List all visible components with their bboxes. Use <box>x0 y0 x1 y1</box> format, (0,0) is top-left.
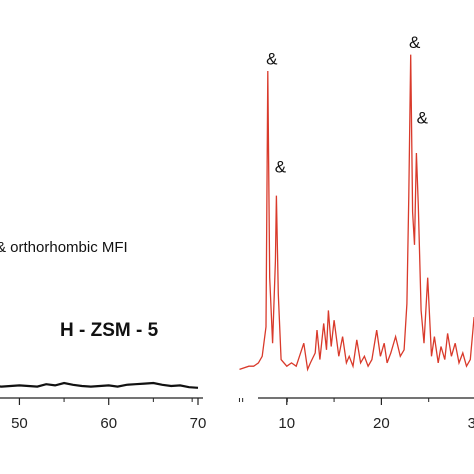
left-ticks: 50 60 70 <box>11 398 288 432</box>
right-tick-label-20: 20 <box>373 415 390 432</box>
peak-marker-2: & <box>275 158 287 177</box>
right-series-line <box>239 54 474 372</box>
right-ticks: 10 20 30 <box>191 398 474 432</box>
left-tick-label-70: 70 <box>190 415 207 432</box>
peak-marker-4: & <box>417 108 429 127</box>
left-tick-label-60: 60 <box>100 415 117 432</box>
left-series-line <box>0 381 199 389</box>
sample-label: H - ZSM - 5 <box>60 320 159 341</box>
peak-marker-3: & <box>409 33 421 52</box>
left-panel: 50 60 70 H - ZSM - 5 <box>0 320 288 432</box>
right-panel: 10 20 30 & & & & <box>191 33 474 432</box>
left-tick-label-50: 50 <box>11 415 28 432</box>
legend-text: & orthorhombic MFI <box>0 239 128 256</box>
peak-marker-1: & <box>266 49 278 68</box>
peak-markers: & & & & <box>266 33 428 177</box>
right-tick-label-10: 10 <box>278 415 295 432</box>
right-tick-label-30: 30 <box>468 415 474 432</box>
